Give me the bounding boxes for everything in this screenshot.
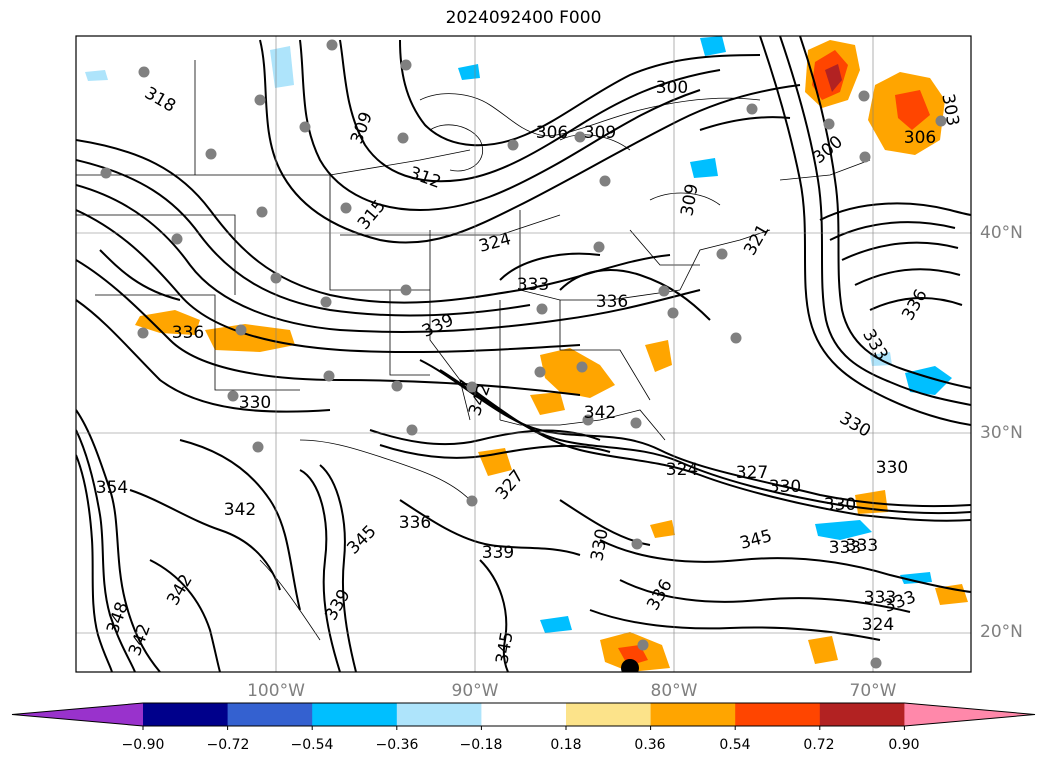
colorbar-tick-label: 0.72 <box>803 737 835 753</box>
contour-value-label: 324 <box>666 460 698 480</box>
marker-dot <box>621 659 639 672</box>
colorbar-segment <box>312 703 398 726</box>
contour-value-label: 336 <box>172 323 204 343</box>
contour-value-label: 324 <box>862 615 894 635</box>
colorbar-segment <box>735 703 821 726</box>
contour-value-label: 336 <box>596 292 628 312</box>
political-boundaries <box>76 60 871 641</box>
contour-value-label: 333 <box>829 538 861 558</box>
colorbar-segment <box>227 703 313 726</box>
colorbar-segment <box>566 703 652 726</box>
colorbar-tick-label: −0.90 <box>121 737 165 753</box>
contour-value-label: 300 <box>656 78 688 98</box>
contour-value-label: 342 <box>584 403 616 423</box>
contour-value-label: 330 <box>876 458 908 478</box>
colorbar <box>11 702 1036 730</box>
contour-value-label: 327 <box>736 463 768 483</box>
station-dots <box>100 39 947 669</box>
contour-value-label: 333 <box>864 588 896 608</box>
colorbar-extend-right <box>904 703 1035 726</box>
map-frame <box>75 35 972 673</box>
colorbar-tick-label: 0.90 <box>888 737 920 753</box>
contour-value-label: 309 <box>584 123 616 143</box>
colorbar-tick-label: −0.36 <box>375 737 419 753</box>
colorbar-segment <box>396 703 482 726</box>
lat-label-20n: 20°N <box>980 622 1023 642</box>
contour-value-label: 333 <box>846 536 878 556</box>
lat-label-30n: 30°N <box>980 423 1023 443</box>
contour-value-label: 330 <box>769 477 801 497</box>
contour-value-label: 342 <box>224 500 256 520</box>
lon-label-100w: 100°W <box>247 681 305 701</box>
colorbar-segment <box>650 703 736 726</box>
map-title: 2024092400 F000 <box>445 8 602 28</box>
colorbar-tick-label: −0.18 <box>459 737 503 753</box>
contour-value-label: 306 <box>536 123 568 143</box>
colorbar-tick-label: 0.18 <box>550 737 582 753</box>
contour-value-label: 354 <box>96 478 128 498</box>
contour-value-label: 330 <box>239 393 271 413</box>
colorbar-segment <box>143 703 229 726</box>
colorbar-segment <box>819 703 905 726</box>
contour-value-label: 336 <box>399 513 431 533</box>
contour-value-label: 330 <box>824 495 856 515</box>
colorbar-tick-label: −0.54 <box>290 737 334 753</box>
lat-label-40n: 40°N <box>980 223 1023 243</box>
lat-lon-grid <box>76 36 971 672</box>
lon-label-90w: 90°W <box>451 681 499 701</box>
shaded-fields <box>85 36 968 672</box>
contour-value-label: 333 <box>517 275 549 295</box>
colorbar-tick-label: −0.72 <box>206 737 250 753</box>
contour-value-label: 339 <box>482 543 514 563</box>
contour-value-label: 306 <box>904 128 936 148</box>
colorbar-tick-label: 0.36 <box>634 737 666 753</box>
colorbar-segment <box>481 703 567 726</box>
colorbar-tick-label: 0.54 <box>719 737 751 753</box>
lon-label-80w: 80°W <box>650 681 698 701</box>
lon-label-70w: 70°W <box>849 681 897 701</box>
colorbar-extend-left <box>12 703 143 726</box>
